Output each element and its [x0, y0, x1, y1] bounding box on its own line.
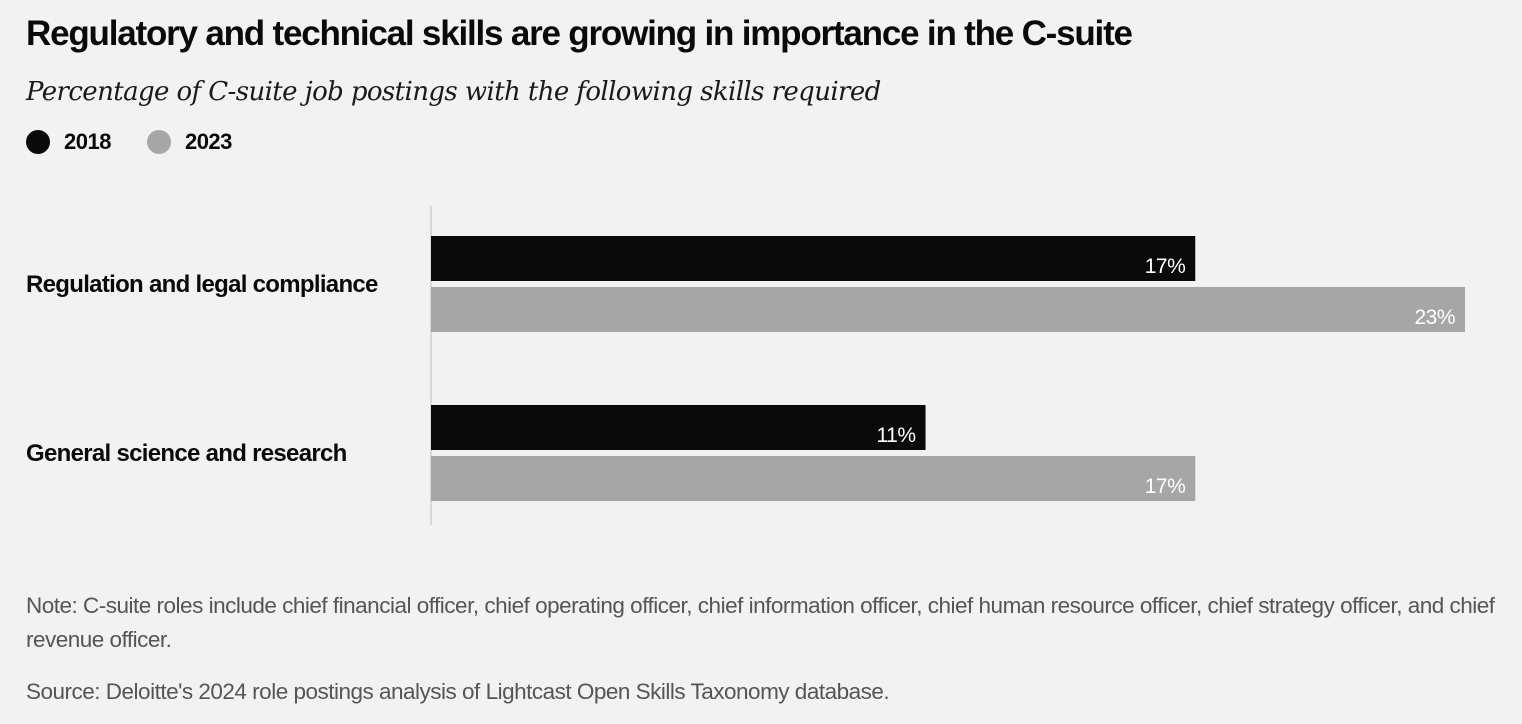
legend-swatch-2023 — [146, 130, 171, 154]
bar-2023-1 — [431, 456, 1196, 501]
bar-2023-0 — [431, 287, 1465, 332]
legend-swatch-2018 — [26, 130, 50, 154]
legend-label-2018: 2018 — [64, 129, 111, 154]
chart-note: Note: C-suite roles include chief financ… — [26, 593, 1495, 652]
data-label-2018-0: 17% — [1145, 255, 1186, 278]
bar-2018-1 — [431, 405, 926, 450]
chart-subtitle: Percentage of C-suite job postings with … — [26, 77, 881, 107]
bar-chart: 17% 23% Regulation and legal compliance 11%… — [26, 206, 1465, 525]
legend-item-2023: 2023 — [146, 129, 232, 155]
legend-label-2023: 2023 — [184, 129, 232, 154]
data-label-2018-1: 11% — [877, 424, 916, 447]
category-label-0: Regulation and legal compliance — [26, 271, 378, 298]
chart-source: Source: Deloitte's 2024 role postings an… — [26, 679, 890, 704]
legend-item-2018: 2018 — [26, 129, 111, 155]
bar-2018-0 — [431, 236, 1196, 281]
data-label-2023-1: 17% — [1145, 475, 1186, 498]
chart-title: Regulatory and technical skills are grow… — [26, 14, 1133, 53]
legend: 2018 2023 — [26, 126, 268, 158]
category-label-1: General science and research — [26, 440, 347, 467]
data-label-2023-0: 23% — [1414, 306, 1455, 329]
